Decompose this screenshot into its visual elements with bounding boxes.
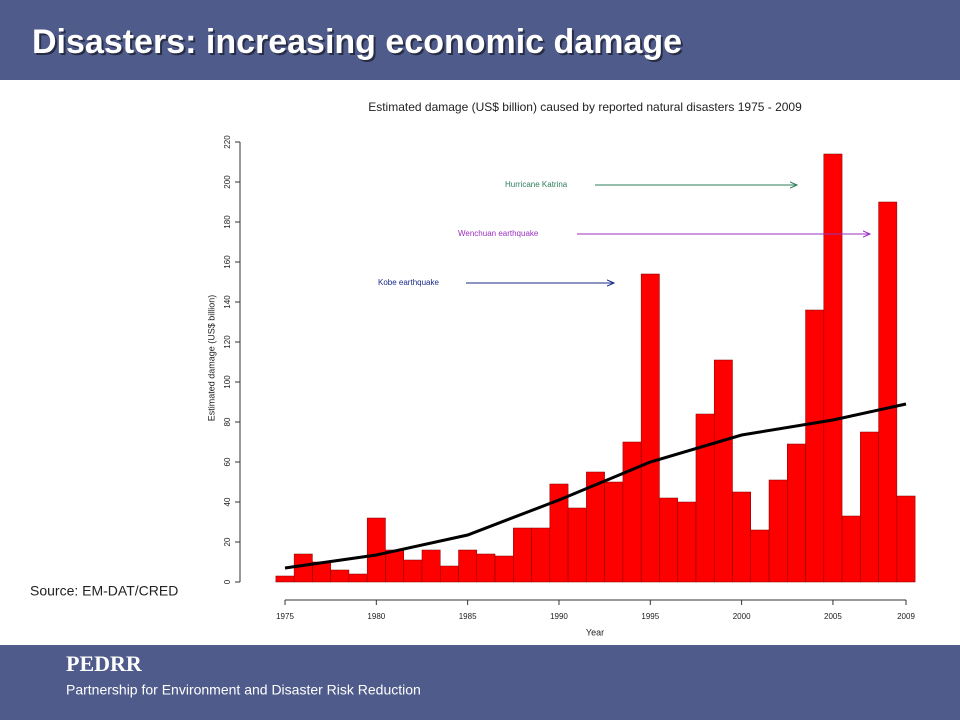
- y-tick-label: 220: [223, 135, 232, 149]
- y-tick-label: 160: [223, 255, 232, 269]
- bar: [293, 553, 313, 583]
- bar: [805, 309, 825, 583]
- bar: [841, 515, 861, 583]
- chart-title: Estimated damage (US$ billion) caused by…: [368, 100, 802, 114]
- bar: [458, 549, 478, 583]
- source: Source: EM-DAT/CRED: [30, 583, 178, 599]
- slide-title: Disasters: increasing economic damage: [32, 23, 682, 61]
- bar: [878, 201, 898, 583]
- bar: [896, 495, 916, 583]
- bar: [513, 527, 532, 583]
- y-tick-label: 40: [223, 497, 232, 506]
- bar: [385, 549, 404, 583]
- footer-band: [0, 645, 960, 720]
- bar: [403, 559, 423, 583]
- x-tick-label: 2000: [733, 612, 751, 621]
- header-band: [0, 0, 960, 80]
- bar: [787, 443, 806, 583]
- bar: [275, 575, 295, 583]
- bar: [604, 481, 624, 583]
- x-tick-label: 2005: [824, 612, 842, 621]
- x-tick-label: 1980: [367, 612, 385, 621]
- bar: [421, 549, 441, 583]
- y-tick-label: 120: [223, 335, 232, 349]
- bar: [476, 553, 496, 583]
- x-tick-label: 1995: [641, 612, 659, 621]
- bar: [366, 517, 386, 583]
- annotation: Wenchuan earthquake: [458, 229, 539, 238]
- bar: [494, 555, 514, 583]
- y-tick-label: 140: [223, 295, 232, 309]
- y-tick-label: 0: [223, 579, 232, 584]
- x-tick-label: 2009: [897, 612, 915, 621]
- y-tick-label: 200: [223, 175, 232, 189]
- footer-subtitle: Partnership for Environment and Disaster…: [66, 682, 421, 698]
- bar: [732, 491, 751, 583]
- bar: [823, 153, 843, 583]
- y-tick-label: 100: [223, 375, 232, 389]
- bar: [750, 529, 770, 583]
- annotation: Kobe earthquake: [378, 278, 439, 287]
- bar: [677, 501, 697, 583]
- trend-line: [284, 402, 907, 570]
- bar: [531, 527, 551, 583]
- y-tick-label: 20: [223, 537, 232, 546]
- title-shadow: Disasters: increasing economic damage: [34, 25, 684, 63]
- bar: [659, 497, 678, 583]
- bar: [348, 573, 368, 583]
- bar: [713, 359, 733, 583]
- bar: [330, 569, 350, 583]
- x-tick-label: 1990: [550, 612, 568, 621]
- bar: [768, 479, 788, 583]
- x-tick-label: 1985: [459, 612, 477, 621]
- footer-title: PEDRR: [66, 651, 143, 676]
- y-tick-label: 60: [223, 457, 232, 466]
- x-axis-label: Year: [586, 627, 604, 637]
- annotation: Hurricane Katrina: [505, 180, 568, 189]
- bar: [622, 441, 642, 583]
- bar: [440, 565, 459, 583]
- bar: [567, 507, 587, 583]
- bar: [695, 413, 715, 583]
- bar: [860, 431, 879, 583]
- bar: [640, 273, 660, 583]
- y-tick-label: 180: [223, 215, 232, 229]
- y-axis-label: Estimated damage (US$ billion): [206, 295, 216, 422]
- y-tick-label: 80: [223, 417, 232, 426]
- x-tick-label: 1975: [276, 612, 294, 621]
